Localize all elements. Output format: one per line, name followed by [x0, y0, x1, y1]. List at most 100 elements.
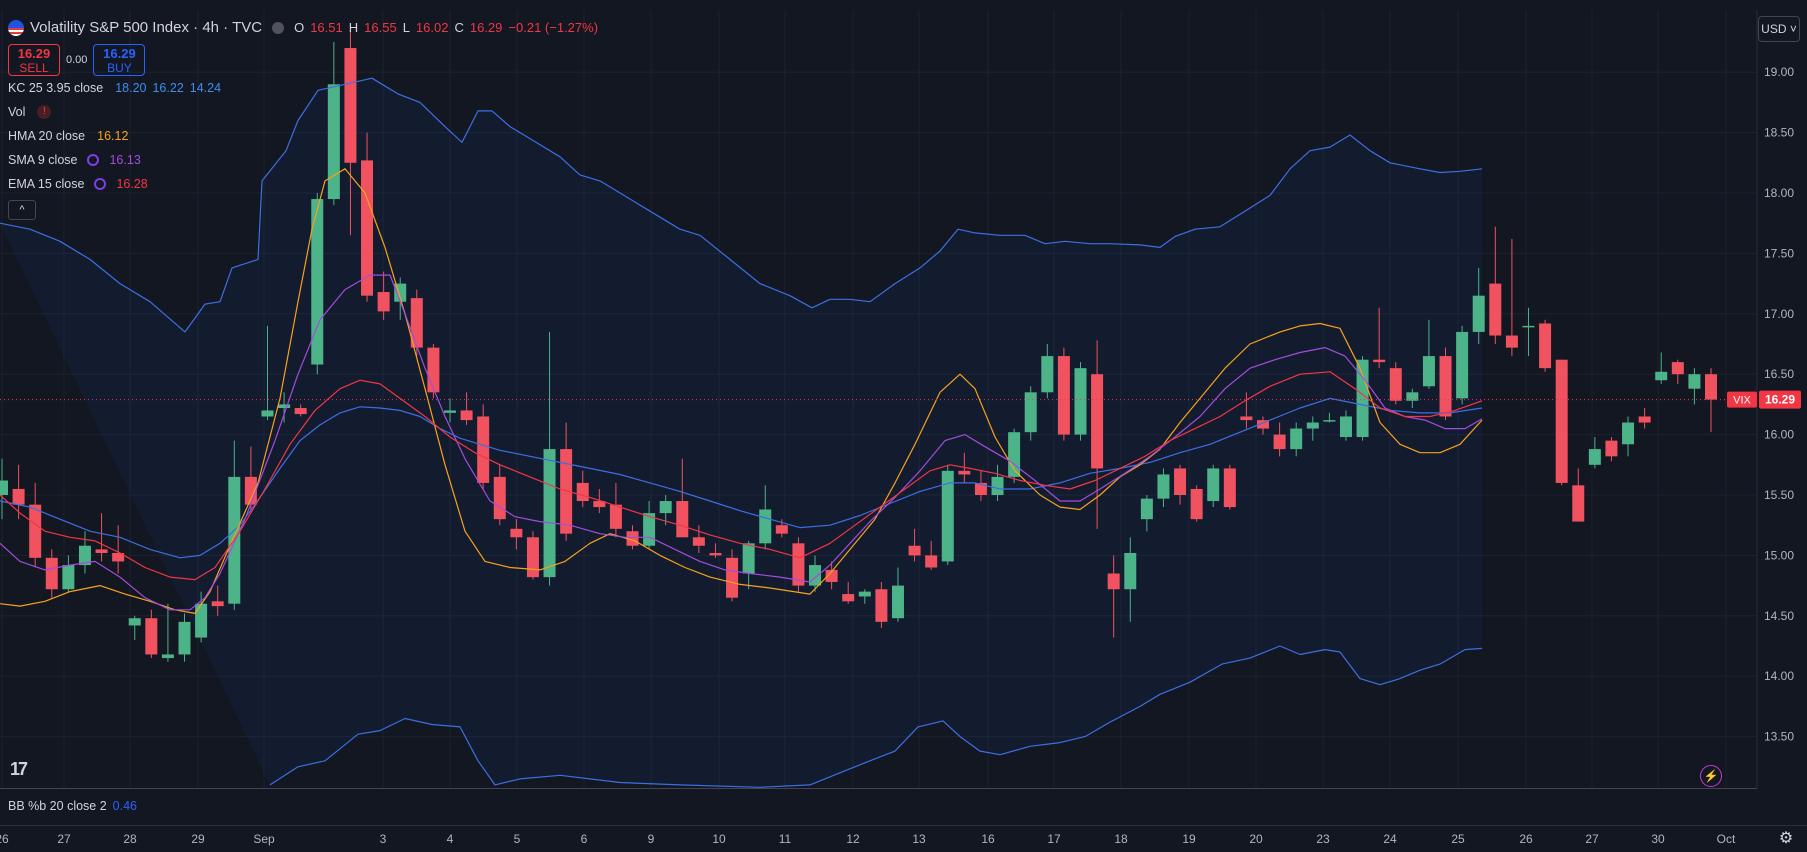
candle-body — [161, 654, 174, 659]
candle — [1107, 555, 1120, 638]
candle-body — [244, 476, 257, 505]
candle — [294, 404, 307, 417]
candle — [1207, 464, 1220, 508]
candles — [0, 29, 1717, 662]
price-tick-label: 13.50 — [1764, 730, 1794, 744]
market-status-icon[interactable] — [272, 22, 285, 34]
time-tick-label: 23 — [1316, 832, 1330, 846]
buy-button[interactable]: 16.29 BUY — [93, 44, 146, 76]
candle — [1439, 347, 1452, 421]
candle-body — [1638, 416, 1651, 423]
candle-body — [742, 543, 755, 574]
candle-body — [875, 589, 888, 622]
candle-body — [195, 603, 208, 638]
time-tick-label: 19 — [1182, 832, 1196, 846]
candle-body — [1107, 573, 1120, 590]
candle-body — [1688, 374, 1701, 389]
candle-body — [361, 160, 374, 296]
candle — [1688, 368, 1701, 405]
indicator-kc[interactable]: KC 25 3.95 close 18.20 16.22 14.24 — [8, 76, 598, 100]
candle — [825, 561, 838, 590]
tradingview-logo-icon[interactable]: 17 — [10, 759, 28, 779]
indicator-ema[interactable]: EMA 15 close 16.28 — [8, 172, 598, 196]
candle — [792, 537, 805, 592]
candle-body — [1671, 362, 1684, 375]
candle-body — [1091, 374, 1104, 469]
lightning-icon[interactable]: ⚡ — [1700, 765, 1722, 787]
indicator-vol[interactable]: Vol ! — [8, 100, 598, 124]
candle — [1638, 408, 1651, 429]
candle-body — [1356, 359, 1369, 438]
candle-body — [1057, 356, 1070, 435]
candle — [1422, 319, 1435, 389]
sell-button[interactable]: 16.29 SELL — [8, 44, 60, 76]
candle-body — [759, 509, 772, 544]
low-label: L — [402, 20, 410, 35]
candle-body — [726, 557, 739, 598]
candle-body — [62, 565, 75, 590]
candle-body — [1306, 422, 1319, 429]
candle — [742, 540, 755, 590]
candle — [1140, 495, 1153, 532]
time-tick-label: 28 — [123, 832, 137, 846]
candle-body — [991, 476, 1004, 495]
candle — [1290, 422, 1303, 457]
indicator-sma-label: SMA 9 close — [8, 153, 78, 167]
candle — [925, 540, 938, 570]
symbol-tag-bg — [1727, 391, 1757, 408]
candle-body — [477, 416, 490, 483]
candle-body — [1555, 359, 1568, 483]
indicator-sma[interactable]: SMA 9 close 16.13 — [8, 148, 598, 172]
candle — [1588, 437, 1601, 469]
candle — [692, 525, 705, 553]
candle — [128, 615, 141, 640]
candle — [1041, 344, 1054, 399]
hma-line — [0, 168, 1483, 615]
time-axis[interactable] — [0, 825, 1807, 852]
time-tick-label: 26 — [1519, 832, 1533, 846]
candle-body — [709, 552, 722, 556]
currency-selector[interactable]: USD ˅ — [1758, 16, 1800, 42]
candle-body — [460, 410, 473, 421]
bb-pctb-pane[interactable]: BB %b 20 close 2 0.46 — [0, 788, 1757, 826]
price-tick-label: 16.00 — [1764, 428, 1794, 442]
candle-body — [809, 565, 822, 586]
candle-body — [12, 488, 25, 505]
currency-label: USD — [1761, 22, 1787, 36]
candle-body — [1339, 416, 1352, 438]
candle — [842, 581, 855, 604]
time-tick-label: 11 — [779, 832, 792, 846]
close-label: C — [454, 20, 464, 35]
candle — [1373, 307, 1386, 369]
time-tick-label: 4 — [447, 832, 454, 846]
candle-body — [775, 525, 788, 534]
warning-icon[interactable]: ! — [37, 105, 52, 119]
ema-line — [0, 371, 1483, 581]
time-tick-label: 30 — [1651, 832, 1665, 846]
candle-body — [1622, 422, 1635, 445]
candle-body — [294, 408, 307, 415]
chevron-up-icon[interactable]: ^ — [8, 200, 36, 220]
candle-body — [1223, 468, 1236, 508]
candle — [560, 422, 573, 541]
symbol-title[interactable]: Volatility S&P 500 Index · 4h · TVC — [30, 19, 263, 36]
candle-body — [1273, 434, 1286, 450]
gear-icon[interactable]: ⚙ — [1778, 830, 1794, 847]
candle-body — [327, 84, 340, 200]
kc-lower-line — [269, 645, 1483, 788]
indicator-sma-value: 16.13 — [109, 153, 141, 167]
spread-value: 0.00 — [66, 54, 88, 66]
candle — [1605, 437, 1618, 462]
candle-body — [211, 601, 224, 607]
candle — [95, 513, 108, 562]
candle — [1389, 362, 1402, 405]
candle-body — [1522, 325, 1535, 328]
candle-body — [576, 482, 589, 502]
candle-body — [1439, 356, 1452, 417]
candle — [78, 531, 91, 574]
indicator-hma[interactable]: HMA 20 close 16.12 — [8, 124, 598, 148]
candle-body — [692, 537, 705, 546]
time-tick-label: 29 — [191, 832, 205, 846]
